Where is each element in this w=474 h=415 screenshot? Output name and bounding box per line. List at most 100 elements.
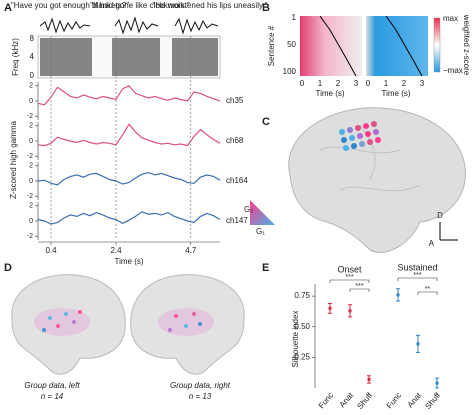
x-tick-label: Func: [317, 391, 335, 410]
color-key: [250, 200, 275, 225]
tick-label: 1: [384, 79, 389, 88]
tick-label: 2: [336, 79, 341, 88]
significance-label: ***: [345, 274, 353, 281]
panel-letter: A: [4, 2, 12, 14]
y-tick-label: 2: [29, 83, 33, 90]
significance-bracket: [397, 277, 438, 281]
x-tick-label: Anat: [406, 390, 424, 409]
tick-label: 0: [30, 71, 35, 80]
colorbar-label: max: [443, 14, 458, 23]
y-tick-label: 0.50: [294, 322, 310, 331]
orientation-label: D: [437, 211, 443, 220]
axis-label: Time (s): [315, 89, 344, 98]
colorbar-label: −max: [443, 66, 463, 75]
axis-label: Freq (kHz): [11, 38, 20, 76]
y-tick-label: 0: [29, 138, 33, 145]
legend-label: Sustained: [397, 262, 437, 272]
offset-line: [385, 15, 423, 77]
significance-label: ***: [355, 283, 363, 290]
mean-marker: [416, 342, 420, 346]
mean-marker: [435, 381, 439, 385]
y-tick-label: 2: [29, 163, 33, 170]
caption: Group data, right: [170, 381, 231, 390]
x-tick-label: 4.7: [185, 246, 197, 255]
x-tick-label: Shuff: [355, 390, 374, 411]
electrodes: [34, 308, 214, 336]
y-tick-label: -2: [27, 233, 33, 240]
electrode-grid: [339, 121, 381, 151]
panel-letter: D: [4, 262, 12, 274]
caption: n = 14: [41, 392, 64, 401]
brain: [288, 107, 466, 253]
y-tick-label: -2: [27, 193, 33, 200]
y-tick-label: -2: [27, 113, 33, 120]
tick-label: 3: [354, 79, 359, 88]
significance-bracket: [329, 279, 370, 283]
mean-marker: [396, 293, 400, 297]
x-tick-label: 2.4: [110, 246, 122, 255]
tick-label: 1: [318, 79, 323, 88]
trace: [37, 171, 221, 186]
tick-label: 1: [292, 13, 297, 22]
tick-label: 0: [366, 79, 371, 88]
key-label: G₁: [256, 227, 265, 236]
axis-label: Time (s): [114, 257, 143, 266]
significance-bracket: [349, 288, 370, 292]
quote: "Have you got enough blankets?": [11, 1, 129, 10]
mean-marker: [328, 306, 332, 310]
caption: n = 13: [189, 392, 212, 401]
quote: "If had gone like clockwork.": [90, 1, 190, 10]
brain-sulci: [319, 124, 421, 192]
orientation-arrows: [439, 222, 458, 241]
x-tick-label: Shuff: [423, 390, 442, 411]
y-tick-label: 0.75: [294, 291, 310, 300]
axis-label: Silhouette index: [291, 311, 300, 368]
colorbar: [433, 17, 441, 73]
tick-label: 3: [420, 79, 425, 88]
trace: [37, 85, 221, 106]
tick-label: 8: [30, 34, 35, 43]
x-tick-label: Anat: [338, 390, 356, 409]
brain: [11, 274, 126, 375]
colorbar-title: weighted z-score: [462, 14, 471, 76]
significance-label: **: [425, 286, 431, 293]
waveform: [39, 16, 219, 35]
significance-bracket: [417, 291, 438, 295]
axis-label: Z-scored high gamma: [9, 121, 18, 199]
tick-label: 50: [287, 40, 296, 49]
panel-letter: E: [262, 262, 269, 274]
heatmap: [366, 16, 428, 76]
significance-label: ***: [413, 272, 421, 279]
trace-label: ch68: [226, 136, 244, 145]
brain: [130, 274, 245, 375]
y-tick-label: -2: [27, 153, 33, 160]
trace-label: ch164: [226, 176, 248, 185]
tick-label: 2: [402, 79, 407, 88]
y-tick-label: 0: [29, 218, 33, 225]
trace: [37, 123, 221, 147]
panel-letter: C: [262, 116, 270, 128]
spectrogram-bands: [40, 38, 218, 76]
tick-label: 0: [300, 79, 305, 88]
key-label: G₂: [244, 205, 253, 214]
y-tick-label: 0.25: [294, 352, 310, 361]
caption: Group data, left: [24, 381, 80, 390]
y-tick-label: 2: [29, 123, 33, 130]
tick-label: 4: [30, 52, 35, 61]
orientation-label: A: [429, 239, 435, 248]
tick-label: 100: [283, 67, 297, 76]
y-tick-label: 0: [29, 98, 33, 105]
panel-letter: B: [262, 2, 270, 14]
quote: "He moistened his lips uneasily.": [153, 1, 268, 10]
trace: [37, 211, 221, 225]
legend-label: Onset: [337, 264, 362, 274]
y-tick-label: 2: [29, 203, 33, 210]
mean-marker: [367, 377, 371, 381]
axis-label: Time (s): [381, 89, 410, 98]
trace-label: ch147: [226, 216, 248, 225]
x-tick-label: 0.4: [45, 246, 57, 255]
offset-line: [319, 15, 357, 77]
x-tick-label: Func: [385, 391, 403, 410]
b-x-ticks: 0 1 2 3 0 1 2 3: [300, 79, 425, 88]
